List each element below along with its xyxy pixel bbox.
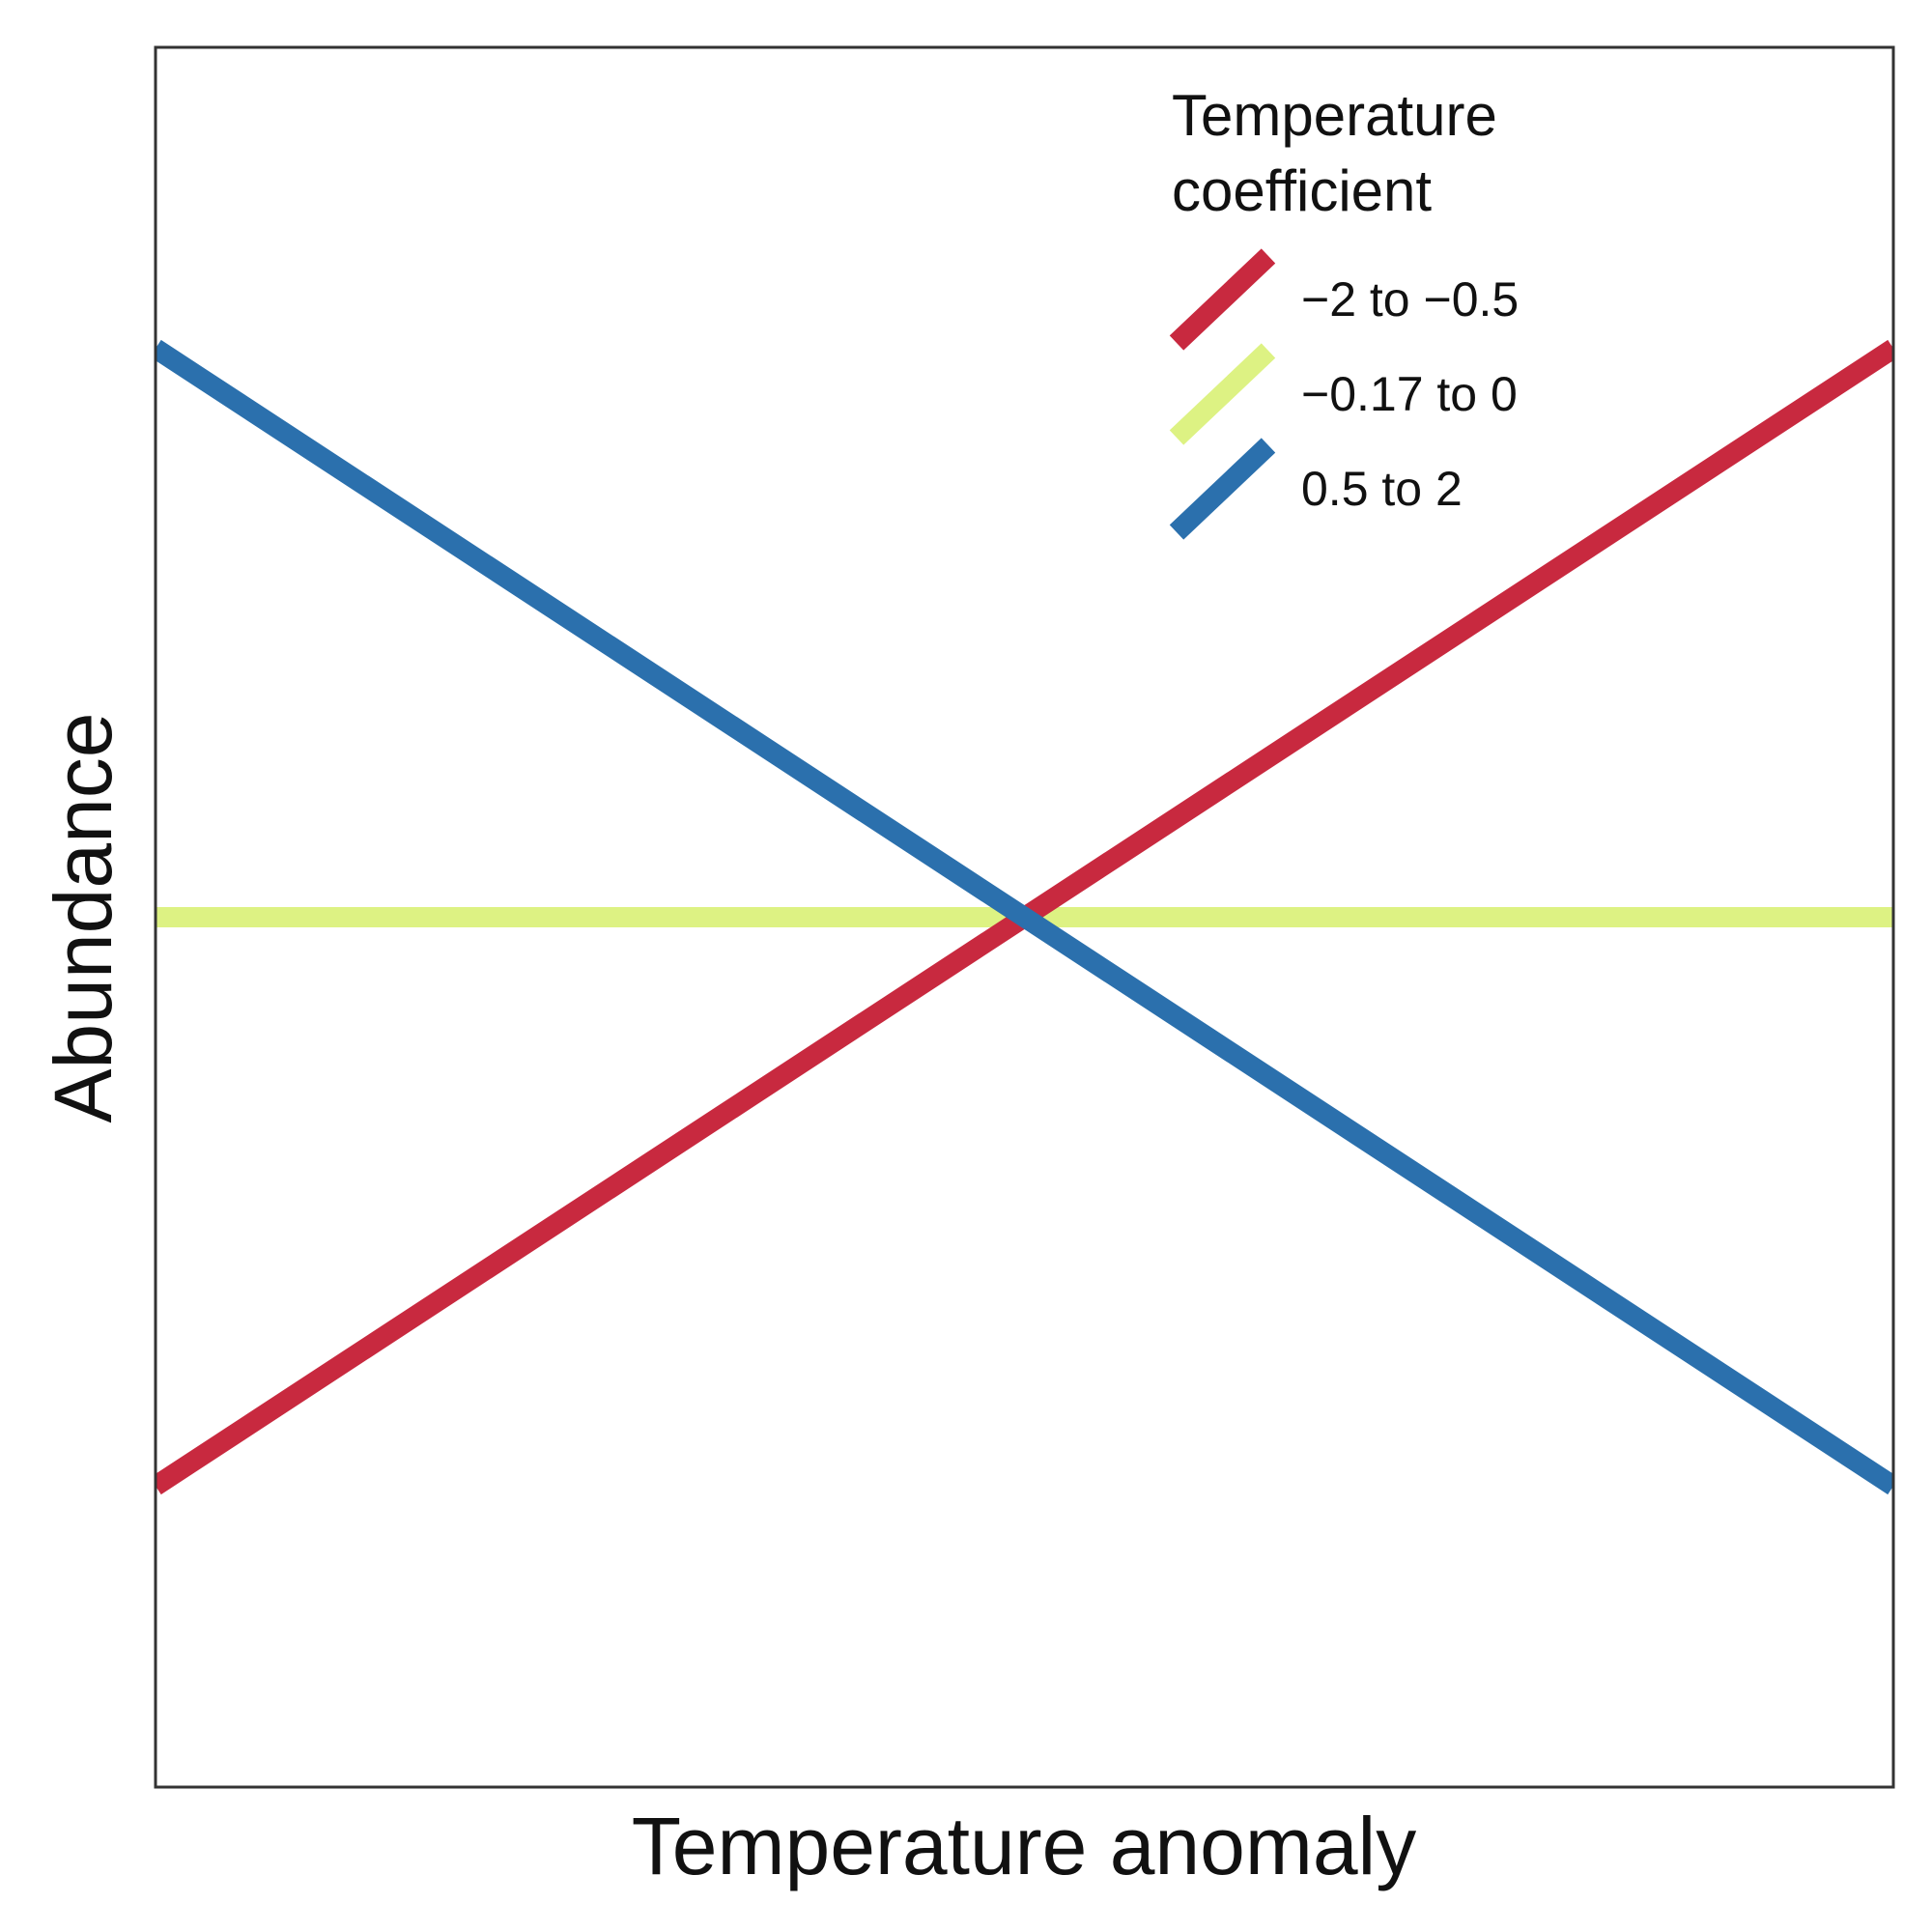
legend-swatch-2 [1169, 343, 1276, 445]
plot-frame [154, 45, 1895, 1789]
legend: Temperature coefficient −2 to −0.5 −0.17 … [1169, 83, 1519, 540]
legend-label-1: −2 to −0.5 [1301, 272, 1519, 327]
legend-swatch-3 [1169, 438, 1276, 540]
legend-label-2: −0.17 to 0 [1301, 367, 1518, 421]
legend-swatch-1 [1169, 248, 1276, 351]
x-axis-label: Temperature anomaly [632, 1801, 1416, 1891]
y-axis-label: Abundance [38, 712, 128, 1122]
series-line-3 [156, 339, 1893, 1495]
legend-title-line-1: Temperature [1172, 83, 1497, 148]
legend-label-3: 0.5 to 2 [1301, 462, 1463, 516]
series-layer [156, 339, 1893, 1495]
legend-entries: −2 to −0.5 −0.17 to 0 0.5 to 2 [1169, 248, 1519, 540]
legend-title-line-2: coefficient [1172, 158, 1432, 223]
